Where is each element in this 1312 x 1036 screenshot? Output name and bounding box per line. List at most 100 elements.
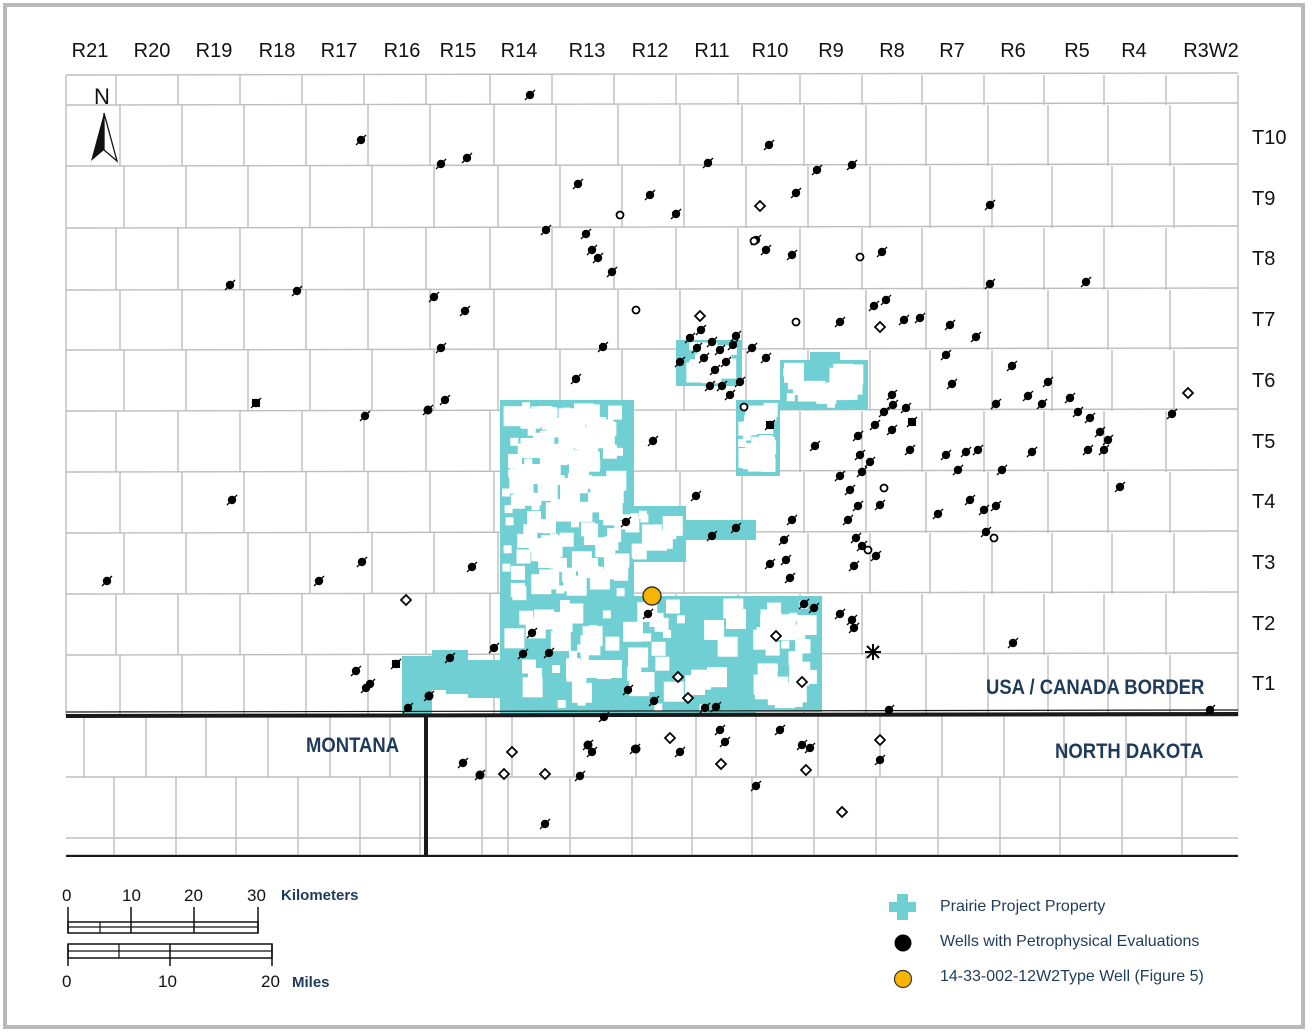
- grid-line: [65, 408, 1239, 412]
- well-marker: [709, 364, 721, 376]
- well-marker: [734, 376, 746, 388]
- well-symbol-circle: [631, 305, 641, 315]
- well-marker: [878, 406, 890, 418]
- property-gap: [571, 519, 579, 528]
- well-marker: [746, 342, 758, 354]
- property-gap: [532, 493, 541, 501]
- well-marker: [719, 736, 731, 748]
- well-marker: [598, 711, 610, 723]
- range-label-r9: R9: [818, 40, 844, 62]
- well-symbol-star: [865, 644, 881, 660]
- property-gap: [663, 630, 672, 638]
- property-gap: [696, 670, 705, 679]
- well-marker: [526, 627, 538, 639]
- well-marker: [1022, 390, 1034, 402]
- property-gap: [781, 640, 790, 649]
- well-marker: [786, 249, 798, 261]
- property-gap: [578, 558, 598, 579]
- well-marker: [808, 602, 820, 614]
- well-symbol-circle: [615, 210, 625, 220]
- well-marker: [990, 500, 1002, 512]
- property-gap: [561, 567, 576, 582]
- well-marker: [978, 504, 990, 516]
- well-square: [392, 660, 400, 668]
- well-marker: [540, 224, 552, 236]
- well-marker: [980, 526, 992, 538]
- well-marker: [543, 647, 555, 659]
- well-symbol-diamond: [873, 733, 887, 747]
- range-label-r14: R14: [500, 40, 538, 62]
- well-marker: [798, 598, 810, 610]
- property-gap: [638, 510, 647, 519]
- grid-line: [65, 72, 1239, 76]
- property-gap: [616, 588, 625, 597]
- well-marker: [876, 246, 888, 258]
- property-gap: [577, 421, 586, 430]
- well-marker: [695, 324, 707, 336]
- well-square: [766, 421, 774, 429]
- well-marker: [674, 356, 686, 368]
- well-marker: [699, 702, 711, 714]
- property-gap: [502, 563, 511, 572]
- property-gap: [796, 639, 811, 654]
- well-symbol-diamond: [497, 767, 511, 781]
- property-gap: [508, 469, 517, 478]
- property-gap: [663, 681, 684, 702]
- property-gap: [643, 633, 652, 642]
- property-gap: [792, 381, 807, 396]
- well-marker: [868, 300, 880, 312]
- property-gap: [571, 680, 586, 695]
- well-marker: [313, 575, 325, 587]
- property-gap: [725, 366, 734, 375]
- well-symbol-diamond: [795, 675, 809, 689]
- property-gap: [549, 560, 558, 569]
- well-marker: [359, 410, 371, 422]
- property-gap: [504, 505, 513, 514]
- property-gap: [843, 390, 852, 399]
- property-gap: [557, 700, 566, 708]
- property-gap: [627, 667, 642, 681]
- property-gap: [599, 512, 608, 520]
- property-gap: [717, 636, 738, 657]
- well-marker: [730, 330, 742, 342]
- well-marker: [760, 352, 772, 364]
- north-arrow-label: N: [94, 84, 110, 109]
- well-marker: [972, 444, 984, 456]
- km-unit: Kilometers: [281, 887, 359, 904]
- scale-bar-graphics: [67, 907, 273, 966]
- well-marker: [674, 746, 686, 758]
- well-marker: [350, 665, 362, 677]
- range-label-r17: R17: [320, 40, 358, 62]
- property-gap: [764, 626, 773, 635]
- well-marker: [940, 349, 952, 361]
- well-marker: [570, 373, 582, 385]
- township-grid: [65, 72, 1239, 856]
- range-label-r7: R7: [939, 40, 965, 62]
- well-marker: [435, 342, 447, 354]
- mile-tick-0: 0: [62, 972, 72, 991]
- property-gap: [566, 660, 622, 678]
- well-marker: [834, 470, 846, 482]
- well-marker: [874, 754, 886, 766]
- property-gap: [599, 419, 614, 434]
- property-gap: [527, 511, 541, 526]
- property-gap: [550, 631, 571, 652]
- well-marker: [702, 157, 714, 169]
- well-dot: [424, 691, 434, 701]
- well-marker: [586, 244, 598, 256]
- property-parcel: [468, 678, 556, 698]
- well-symbol-circle: [863, 545, 873, 555]
- property-gap: [588, 492, 609, 513]
- well-marker: [698, 352, 710, 364]
- property-gap: [565, 447, 574, 456]
- property-gap: [560, 600, 570, 624]
- property-gap: [533, 497, 542, 506]
- property-gap: [597, 484, 606, 493]
- property-gap: [562, 407, 571, 416]
- property-gap: [791, 624, 806, 639]
- map-frame: [3, 3, 1305, 1029]
- property-gap: [757, 663, 778, 684]
- property-gap: [738, 448, 759, 469]
- well-marker: [1036, 398, 1048, 410]
